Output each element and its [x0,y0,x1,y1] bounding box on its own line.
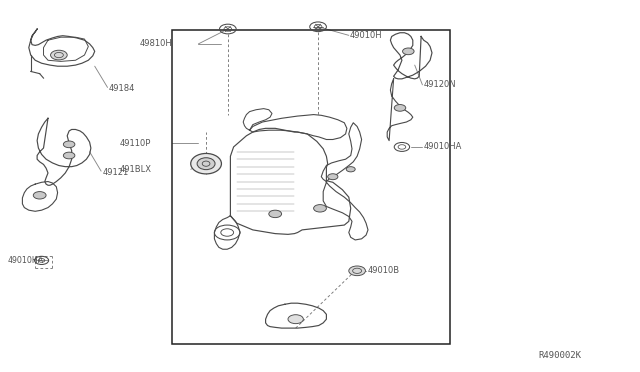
Circle shape [63,141,75,148]
Circle shape [349,266,365,276]
Text: 49184: 49184 [109,84,135,93]
Circle shape [288,315,303,324]
Circle shape [346,167,355,172]
Circle shape [314,205,326,212]
Ellipse shape [191,154,221,174]
Text: 49110P: 49110P [120,139,151,148]
Circle shape [328,174,338,180]
Text: 49010HA: 49010HA [8,256,44,265]
Text: 49810H: 49810H [140,39,172,48]
Circle shape [63,152,75,159]
Text: 49120N: 49120N [424,80,456,89]
Circle shape [394,105,406,111]
Text: 49010HA: 49010HA [424,142,462,151]
Text: 491BLX: 491BLX [120,165,152,174]
Bar [172,30,450,344]
Ellipse shape [197,158,215,170]
Text: 49121: 49121 [102,168,129,177]
Circle shape [33,192,46,199]
Text: 49010B: 49010B [368,266,400,275]
Circle shape [51,50,67,60]
Circle shape [403,48,414,55]
Text: R490002K: R490002K [538,351,582,360]
Text: 49010H: 49010H [350,31,383,40]
Circle shape [269,210,282,218]
